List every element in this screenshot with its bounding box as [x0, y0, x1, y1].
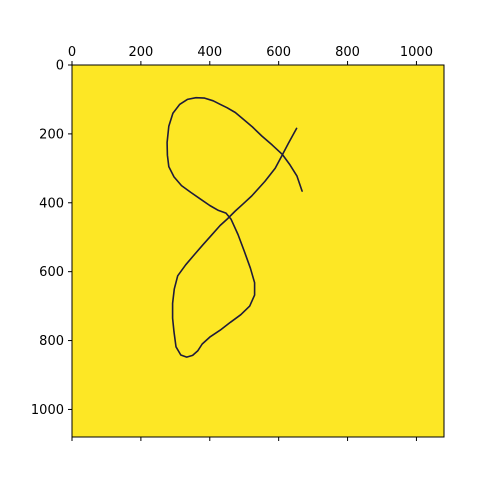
x-tick-label: 1000 [400, 45, 433, 60]
y-tick-label: 600 [39, 265, 64, 280]
x-tick-label: 200 [128, 45, 153, 60]
y-tick-label: 1000 [31, 403, 64, 418]
x-tick-label: 400 [197, 45, 222, 60]
x-tick-label: 600 [266, 45, 291, 60]
x-axis-ticks: 0 200 400 600 800 1000 [68, 45, 433, 441]
digit-stroke [166, 96, 303, 358]
x-tick-label: 800 [335, 45, 360, 60]
y-tick-label: 200 [39, 127, 64, 142]
y-tick-label: 0 [56, 59, 64, 74]
axes-frame [71, 64, 445, 438]
y-axis-ticks: 0 200 400 600 800 1000 [31, 59, 72, 418]
image-area [72, 65, 444, 437]
x-tick-label: 0 [68, 45, 76, 60]
y-tick-label: 400 [39, 196, 64, 211]
y-tick-label: 800 [39, 334, 64, 349]
